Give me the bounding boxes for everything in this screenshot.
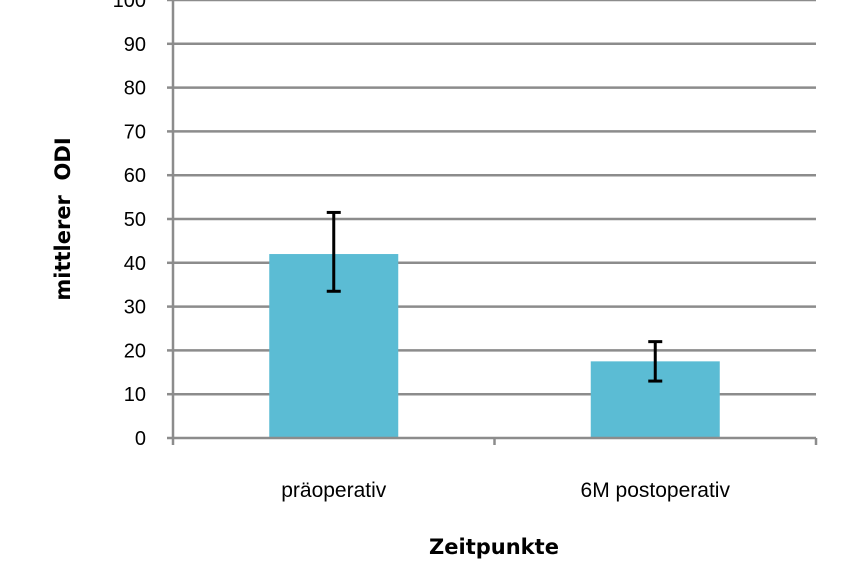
y-axis-title: mittlerer ODI xyxy=(51,137,75,300)
x-category-label: 6M postoperativ xyxy=(581,479,731,502)
y-tick-label: 50 xyxy=(124,209,146,231)
bars xyxy=(269,254,720,438)
y-tick-label: 70 xyxy=(124,121,146,143)
y-tick-label: 10 xyxy=(124,384,146,406)
error-bars xyxy=(326,210,663,383)
x-axis-title: Zeitpunkte xyxy=(429,535,559,559)
y-tick-label: 60 xyxy=(124,165,146,187)
y-tick-label: 80 xyxy=(124,78,146,100)
y-tick-label: 90 xyxy=(124,34,146,56)
y-tick-label: 30 xyxy=(124,297,146,319)
y-tick-label: 100 xyxy=(113,0,146,12)
axes xyxy=(167,0,818,445)
y-tick-label: 40 xyxy=(124,253,146,275)
x-category-label: präoperativ xyxy=(281,479,387,502)
y-tick-label: 20 xyxy=(124,340,146,362)
x-tick-labels: präoperativ 6M postoperativ xyxy=(281,479,730,502)
y-tick-labels: 0 10 20 30 40 50 60 70 80 90 100 xyxy=(113,0,146,450)
y-tick-label: 0 xyxy=(135,428,146,450)
